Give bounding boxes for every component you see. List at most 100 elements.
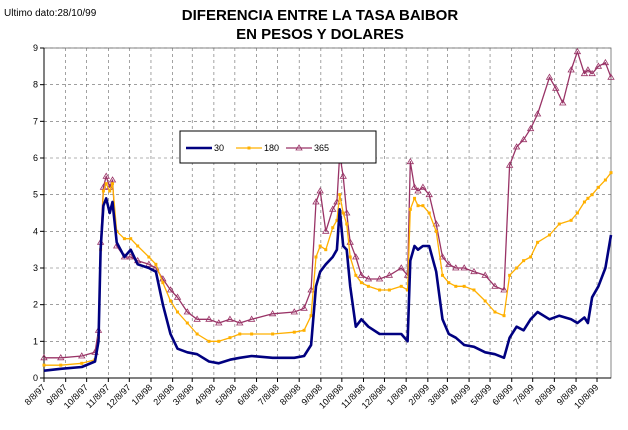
marker-365 bbox=[316, 187, 324, 194]
marker-365 bbox=[322, 227, 330, 234]
marker-180 bbox=[176, 310, 180, 314]
marker-365 bbox=[452, 264, 460, 271]
x-tick-label: 2/8/98 bbox=[151, 382, 176, 407]
y-tick-label: 6 bbox=[33, 153, 38, 163]
marker-180 bbox=[42, 363, 46, 367]
marker-365 bbox=[573, 47, 582, 55]
marker-180 bbox=[557, 222, 561, 226]
marker-365 bbox=[584, 66, 592, 73]
marker-365 bbox=[145, 260, 153, 267]
marker-180 bbox=[483, 299, 487, 303]
marker-365 bbox=[512, 143, 521, 150]
marker-365 bbox=[193, 315, 201, 322]
marker-365 bbox=[364, 275, 373, 282]
marker-365 bbox=[385, 271, 394, 278]
chart-title-line-2: EN PESOS Y DOLARES bbox=[236, 26, 404, 43]
marker-180 bbox=[434, 229, 438, 233]
legend: 30 180 365 bbox=[179, 130, 377, 164]
marker-365 bbox=[357, 271, 366, 278]
marker-180 bbox=[441, 273, 445, 277]
marker-365 bbox=[438, 253, 447, 260]
chart-title: DIFERENCIA ENTRE LA TASA BAIBOR EN PESOS… bbox=[120, 6, 520, 44]
marker-180 bbox=[590, 193, 594, 197]
marker-180 bbox=[345, 222, 349, 226]
marker-180 bbox=[508, 273, 512, 277]
marker-180 bbox=[609, 171, 613, 175]
marker-365 bbox=[126, 253, 135, 260]
marker-365 bbox=[410, 183, 419, 190]
marker-365 bbox=[470, 267, 478, 275]
x-tick-label: 1/8/99 bbox=[385, 382, 410, 407]
marker-180 bbox=[596, 185, 600, 189]
last-data-note: Ultimo dato:28/10/99 bbox=[4, 8, 97, 19]
marker-365 bbox=[559, 99, 567, 106]
marker-365 bbox=[247, 315, 256, 322]
y-tick-labels: 0 1 2 3 4 5 6 7 8 9 bbox=[33, 43, 38, 383]
x-tick-label: 8/8/99 bbox=[533, 382, 558, 407]
marker-180 bbox=[228, 336, 232, 340]
legend-label-180: 180 bbox=[264, 143, 279, 153]
series-line-30 bbox=[43, 197, 613, 372]
y-tick-label: 2 bbox=[33, 300, 38, 310]
marker-180 bbox=[147, 255, 151, 259]
y-tick-label: 8 bbox=[33, 80, 38, 90]
marker-365 bbox=[215, 319, 223, 326]
marker-180 bbox=[185, 321, 189, 325]
marker-180 bbox=[569, 218, 573, 222]
marker-180 bbox=[359, 281, 363, 285]
marker-365 bbox=[307, 286, 315, 293]
x-tick-labels: 8/8/979/8/9710/8/9711/8/9712/8/971/8/982… bbox=[23, 382, 601, 410]
marker-180 bbox=[324, 248, 328, 252]
marker-180 bbox=[338, 193, 342, 197]
marker-365 bbox=[102, 172, 110, 179]
marker-180 bbox=[238, 332, 242, 336]
marker-365 bbox=[526, 124, 535, 132]
marker-180 bbox=[341, 211, 345, 215]
x-tick-label: 3/8/99 bbox=[426, 382, 451, 407]
marker-180 bbox=[354, 273, 358, 277]
marker-365 bbox=[290, 308, 298, 315]
marker-180 bbox=[421, 204, 425, 208]
marker-180 bbox=[586, 196, 590, 200]
marker-365 bbox=[425, 190, 433, 198]
marker-365 bbox=[601, 58, 610, 66]
marker-365 bbox=[300, 304, 308, 311]
x-tick-label: 4/8/98 bbox=[193, 382, 218, 407]
legend-marker-180 bbox=[247, 146, 251, 150]
marker-180 bbox=[547, 233, 551, 237]
marker-180 bbox=[472, 288, 476, 292]
marker-180 bbox=[318, 244, 322, 248]
marker-180 bbox=[207, 339, 211, 343]
marker-365 bbox=[505, 161, 514, 168]
marker-180 bbox=[582, 200, 586, 204]
legend-marker-365 bbox=[295, 144, 303, 151]
marker-365 bbox=[519, 135, 528, 143]
marker-180 bbox=[416, 204, 420, 208]
axes bbox=[40, 47, 612, 382]
x-tick-label: 5/8/98 bbox=[214, 382, 239, 407]
marker-365 bbox=[57, 354, 65, 361]
marker-180 bbox=[454, 284, 458, 288]
marker-365 bbox=[491, 282, 499, 289]
legend-box bbox=[179, 130, 377, 164]
marker-365 bbox=[268, 310, 277, 317]
x-tick-label: 7/8/98 bbox=[256, 382, 281, 407]
marker-180 bbox=[108, 189, 112, 193]
marker-180 bbox=[292, 330, 296, 334]
marker-365 bbox=[40, 354, 48, 361]
marker-180 bbox=[399, 284, 403, 288]
marker-365 bbox=[545, 73, 554, 80]
series-365 bbox=[40, 47, 615, 361]
marker-180 bbox=[462, 284, 466, 288]
series-lines bbox=[40, 47, 615, 372]
marker-365 bbox=[406, 157, 415, 165]
marker-180 bbox=[217, 339, 221, 343]
marker-365 bbox=[533, 110, 542, 117]
marker-180 bbox=[413, 196, 417, 200]
marker-365 bbox=[445, 260, 453, 267]
marker-180 bbox=[154, 262, 158, 266]
marker-365 bbox=[481, 271, 489, 278]
marker-365 bbox=[166, 286, 175, 293]
marker-180 bbox=[515, 266, 519, 270]
y-tick-label: 5 bbox=[33, 190, 38, 200]
